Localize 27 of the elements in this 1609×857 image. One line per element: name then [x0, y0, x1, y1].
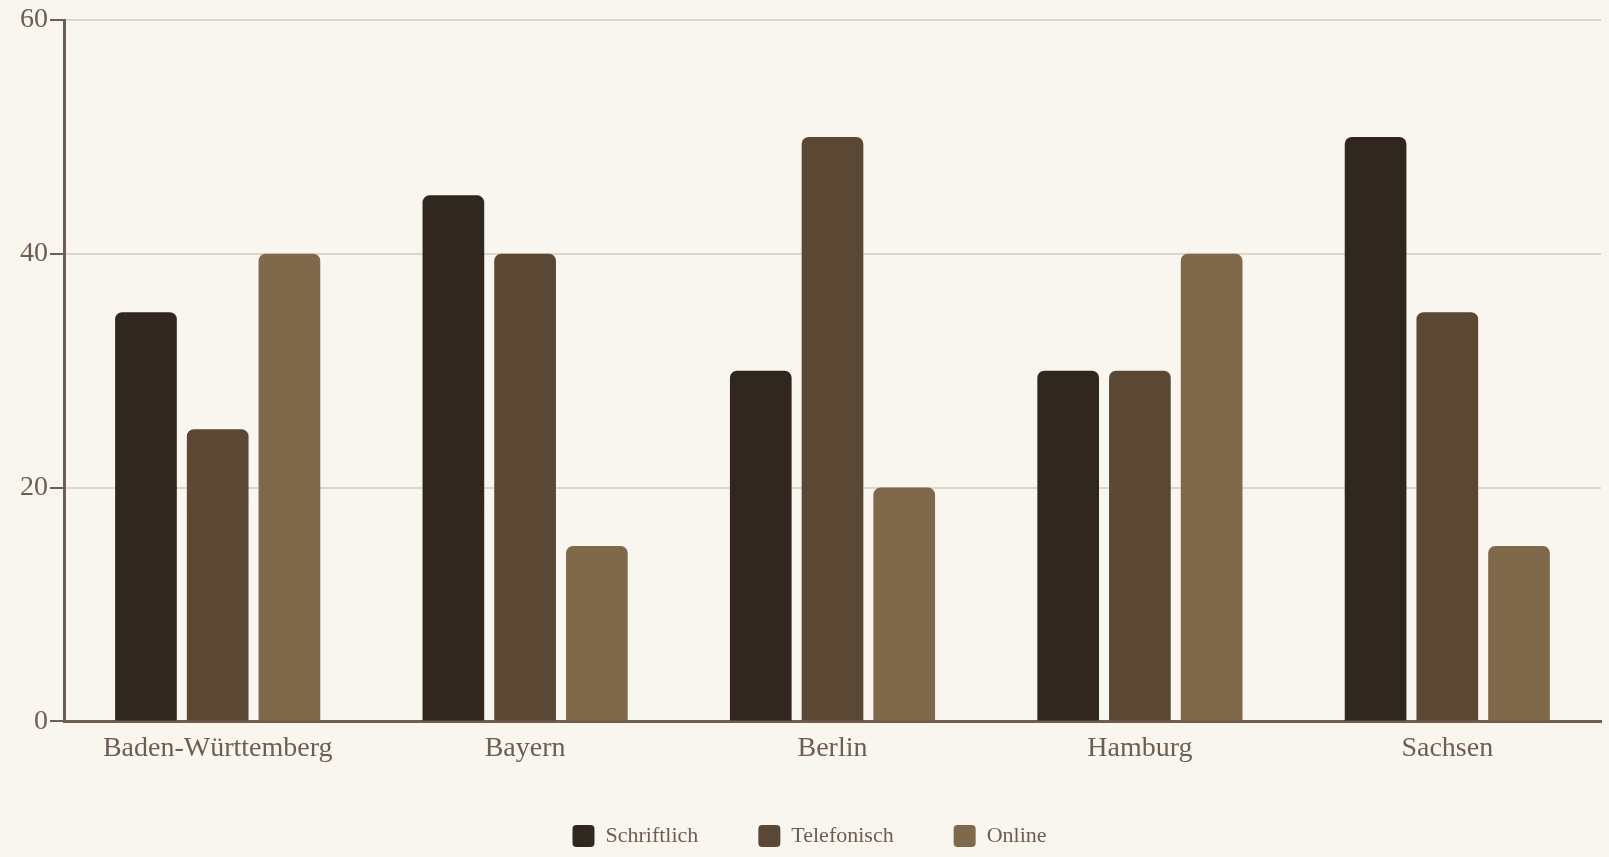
legend-label: Online — [986, 821, 1047, 847]
y-tick-label: 0 — [34, 703, 48, 735]
x-tick-label: Berlin — [797, 730, 868, 762]
bar — [115, 312, 177, 721]
bar — [494, 253, 556, 721]
bar — [801, 136, 864, 721]
legend-label: Telefonisch — [791, 821, 894, 847]
x-tick-label: Hamburg — [1087, 730, 1193, 762]
y-tick-label: 40 — [20, 236, 48, 268]
bar — [873, 487, 936, 721]
bar — [186, 429, 249, 721]
bar — [1037, 370, 1100, 721]
bar — [1416, 312, 1479, 721]
bar — [258, 253, 321, 721]
bar — [1344, 136, 1407, 721]
bar — [1180, 253, 1243, 721]
x-tick-label: Baden-Württemberg — [102, 730, 333, 762]
bar — [422, 195, 485, 721]
y-tick-label: 20 — [20, 469, 48, 501]
x-tick-label: Sachsen — [1401, 730, 1494, 762]
bar — [729, 370, 792, 721]
x-tick-label: Bayern — [484, 730, 566, 762]
bar — [1109, 370, 1171, 721]
bar — [1488, 546, 1550, 721]
y-tick-label: 60 — [20, 2, 48, 34]
bar — [565, 546, 628, 721]
legend-label: Schriftlich — [605, 821, 699, 847]
